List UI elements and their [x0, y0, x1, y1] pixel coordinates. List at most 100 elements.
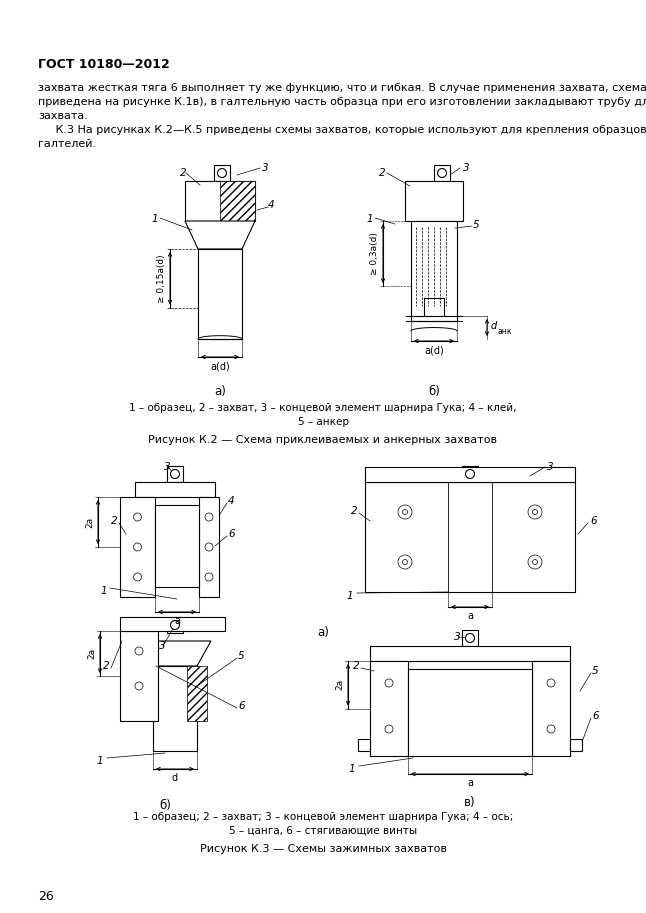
- Text: 2: 2: [353, 661, 360, 671]
- Text: 3: 3: [163, 462, 171, 472]
- Polygon shape: [139, 641, 211, 666]
- Text: 1: 1: [152, 214, 158, 224]
- Text: 5 – анкер: 5 – анкер: [298, 417, 348, 427]
- Text: захвата.: захвата.: [38, 111, 88, 121]
- Circle shape: [135, 682, 143, 690]
- Text: 1 – образец; 2 – захват; 3 – концевой элемент шарнира Гука; 4 – ось;: 1 – образец; 2 – захват; 3 – концевой эл…: [133, 812, 513, 822]
- Text: d: d: [491, 321, 497, 331]
- Text: a(d): a(d): [424, 345, 444, 355]
- Bar: [167, 617, 183, 633]
- Text: 2: 2: [351, 506, 358, 516]
- Text: a: a: [174, 616, 180, 626]
- Text: 3: 3: [262, 163, 268, 173]
- Text: 2: 2: [111, 516, 118, 526]
- Text: d: d: [172, 773, 178, 783]
- Bar: [365, 467, 575, 482]
- Bar: [155, 505, 199, 587]
- Bar: [153, 666, 197, 751]
- Text: б): б): [159, 799, 171, 812]
- Circle shape: [528, 555, 542, 569]
- Text: 5: 5: [238, 651, 245, 661]
- Text: 1: 1: [101, 586, 107, 596]
- Circle shape: [171, 621, 180, 629]
- Bar: [220, 181, 255, 221]
- Bar: [120, 631, 158, 721]
- Text: б): б): [428, 385, 440, 398]
- Circle shape: [402, 560, 408, 564]
- Bar: [462, 466, 478, 482]
- Bar: [370, 646, 570, 661]
- Polygon shape: [185, 221, 255, 249]
- Circle shape: [437, 169, 446, 177]
- Text: 1: 1: [347, 591, 353, 601]
- Bar: [532, 661, 570, 756]
- Text: 6: 6: [228, 529, 234, 539]
- Bar: [570, 739, 582, 751]
- Circle shape: [547, 725, 555, 733]
- Text: 3: 3: [453, 632, 461, 642]
- Text: 3: 3: [547, 462, 554, 472]
- Text: 2: 2: [180, 168, 186, 178]
- Text: 26: 26: [38, 890, 54, 903]
- Text: К.3 На рисунках К.2—К.5 приведены схемы захватов, которые используют для креплен: К.3 На рисунках К.2—К.5 приведены схемы …: [38, 125, 646, 135]
- Bar: [462, 630, 478, 646]
- Bar: [408, 669, 532, 756]
- Text: галтелей.: галтелей.: [38, 139, 96, 149]
- Text: 3: 3: [159, 641, 165, 651]
- Circle shape: [466, 469, 475, 478]
- Text: 6: 6: [238, 701, 245, 711]
- Text: 4: 4: [228, 496, 234, 506]
- Text: 2a: 2a: [335, 679, 344, 690]
- Bar: [135, 482, 215, 497]
- Text: в): в): [464, 796, 476, 809]
- Bar: [434, 165, 450, 181]
- Text: а): а): [317, 626, 329, 639]
- Text: ГОСТ 10180—2012: ГОСТ 10180—2012: [38, 58, 170, 71]
- Bar: [185, 181, 255, 221]
- Text: 1 – образец, 2 – захват, 3 – концевой элемент шарнира Гука; 4 – клей,: 1 – образец, 2 – захват, 3 – концевой эл…: [129, 403, 517, 413]
- Circle shape: [205, 513, 213, 521]
- Circle shape: [532, 560, 537, 564]
- Circle shape: [205, 573, 213, 581]
- Circle shape: [547, 679, 555, 687]
- Text: 2: 2: [379, 168, 385, 178]
- Bar: [358, 739, 370, 751]
- Text: a: a: [467, 611, 473, 621]
- Text: 2a: 2a: [87, 648, 96, 659]
- Bar: [187, 666, 207, 721]
- Text: 1: 1: [97, 756, 103, 766]
- Circle shape: [402, 509, 408, 515]
- Text: 5: 5: [592, 666, 599, 676]
- Text: приведена на рисунке К.1в), в галтельную часть образца при его изготовлении закл: приведена на рисунке К.1в), в галтельную…: [38, 97, 646, 107]
- Text: 1: 1: [349, 764, 355, 774]
- Text: a(d): a(d): [210, 361, 230, 371]
- Bar: [365, 482, 575, 592]
- Bar: [405, 181, 463, 221]
- Circle shape: [398, 555, 412, 569]
- Bar: [120, 617, 225, 631]
- Bar: [214, 165, 230, 181]
- Text: ≥ 0,3a(d): ≥ 0,3a(d): [370, 232, 379, 275]
- Bar: [199, 497, 219, 597]
- Circle shape: [171, 469, 180, 478]
- Text: 6: 6: [590, 516, 597, 526]
- Circle shape: [385, 679, 393, 687]
- Text: 5: 5: [473, 220, 479, 230]
- Text: Рисунок К.3 — Схемы зажимных захватов: Рисунок К.3 — Схемы зажимных захватов: [200, 844, 446, 854]
- Circle shape: [466, 634, 475, 643]
- Bar: [370, 661, 408, 756]
- Text: Рисунок К.2 — Схема приклеиваемых и анкерных захватов: Рисунок К.2 — Схема приклеиваемых и анке…: [149, 435, 497, 445]
- Circle shape: [385, 725, 393, 733]
- Text: захвата жесткая тяга 6 выполняет ту же функцию, что и гибкая. В случае применени: захвата жесткая тяга 6 выполняет ту же ф…: [38, 83, 646, 93]
- Circle shape: [135, 647, 143, 655]
- Text: ≥ 0,15a(d): ≥ 0,15a(d): [157, 254, 166, 302]
- Text: 5 – цанга, 6 – стягивающие винты: 5 – цанга, 6 – стягивающие винты: [229, 826, 417, 836]
- Circle shape: [134, 513, 141, 521]
- Circle shape: [218, 169, 227, 177]
- Bar: [120, 497, 155, 597]
- Text: 3: 3: [463, 163, 469, 173]
- Circle shape: [398, 505, 412, 519]
- Text: 4: 4: [268, 200, 275, 210]
- Bar: [167, 466, 183, 482]
- Text: a: a: [467, 778, 473, 788]
